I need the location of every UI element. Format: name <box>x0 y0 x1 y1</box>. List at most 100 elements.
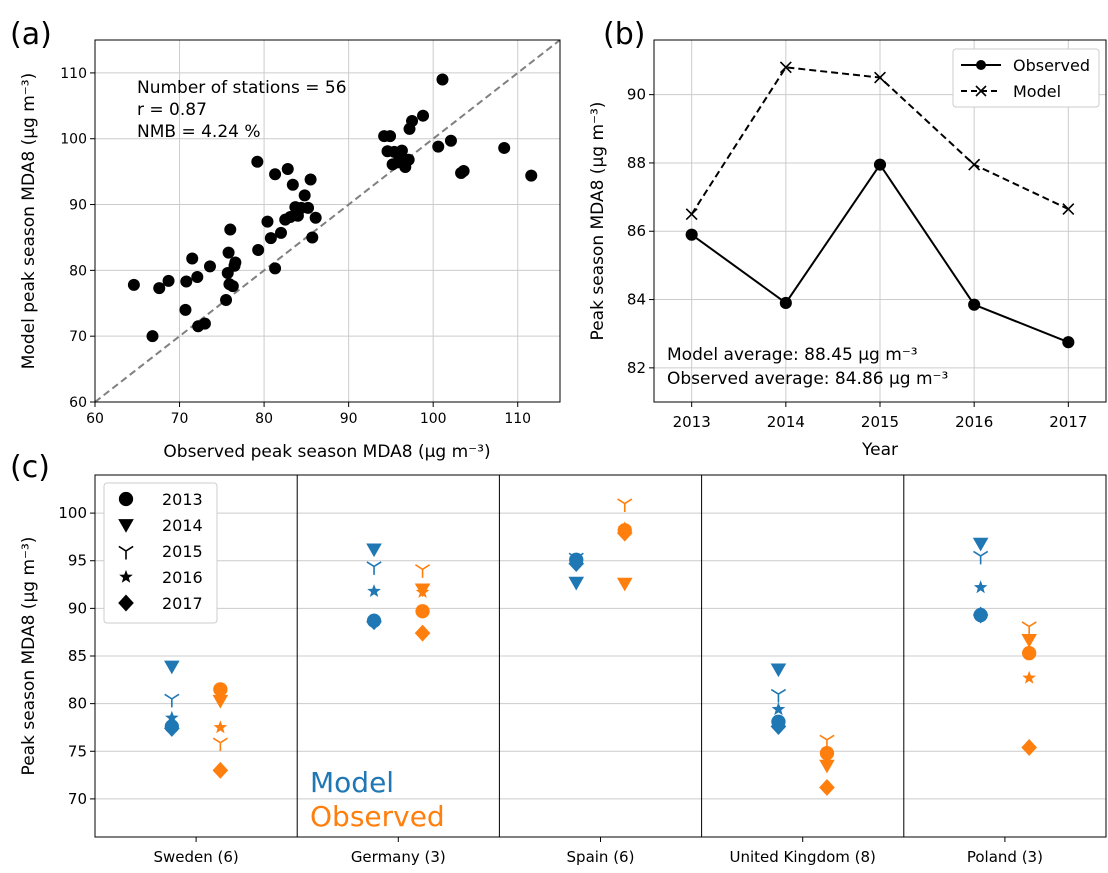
panel-c-separators <box>296 475 905 837</box>
panel-c-legend: 2013 2014 2015 2016 2017 <box>103 482 218 624</box>
panel-a-station-point <box>179 303 192 316</box>
panel-c-model-point <box>568 576 585 591</box>
panel-c-observed-point <box>616 577 633 592</box>
panel-b-y-tick-label: 88 <box>627 154 646 172</box>
panel-a-station-point <box>127 278 140 291</box>
panel-label-b: (b) <box>603 17 645 52</box>
panel-a-station-point <box>191 270 204 283</box>
panel-a-station-point <box>286 178 299 191</box>
panel-a-y-tick-label: 70 <box>69 329 87 345</box>
panel-a-x-label: Observed peak season MDA8 (μg m⁻³) <box>163 442 490 462</box>
panel-c-x-tick-label: Germany (3) <box>351 848 446 866</box>
panel-c-y-tick-label: 85 <box>68 647 87 665</box>
panel-c-observed-point <box>616 524 633 542</box>
panel-a-x-tick-label: 80 <box>255 411 273 427</box>
panel-c-points <box>164 498 1037 796</box>
panel-b-ticks: 2013 2014 2015 2016 2017 82 84 86 88 90 <box>627 86 1088 431</box>
panel-c-frame <box>94 474 1107 838</box>
panel-b-line: 2013 2014 2015 2016 2017 82 84 86 88 90 Observed … <box>588 39 1107 460</box>
panel-a-station-point <box>162 274 175 287</box>
panel-a-annotation-nmb: NMB = 4.24 % <box>137 122 261 142</box>
panel-a-station-point <box>229 256 242 269</box>
panel-b-annotation-model-average: Model average: 88.45 μg m⁻³ <box>667 345 918 365</box>
panel-c-model-point <box>366 543 382 558</box>
panel-a-station-point <box>302 201 315 214</box>
panel-c-model-point <box>973 550 989 565</box>
panel-c-observed-point <box>819 779 835 796</box>
panel-a-station-point <box>281 163 294 176</box>
panel-b-annotation-observed-average: Observed average: 84.86 μg m⁻³ <box>667 369 948 389</box>
panel-b-model-point <box>1062 203 1075 216</box>
panel-a-station-point <box>384 130 397 143</box>
panel-c-model-point <box>165 710 179 724</box>
panel-a-y-tick-label: 90 <box>69 198 87 214</box>
panel-a-station-point <box>146 330 159 343</box>
legend-model-marker <box>975 85 987 97</box>
panel-c-observed-point <box>820 748 834 762</box>
panel-c-model-point <box>568 555 585 573</box>
panel-c-observed-point <box>1022 645 1037 661</box>
panel-c-x-tick-label: United Kingdom (8) <box>729 848 875 866</box>
panel-a-station-point <box>395 144 408 157</box>
panel-c-model-point <box>366 561 382 575</box>
panel-c-x-tick-label: Poland (3) <box>967 848 1043 866</box>
panel-c-y-tick-label: 75 <box>68 742 87 760</box>
panel-a-station-point <box>224 223 237 236</box>
panel-c-observed-point <box>414 624 431 642</box>
panel-c-y-tick-label: 80 <box>68 695 87 713</box>
panel-a-station-point <box>525 169 538 182</box>
panel-c-observed-point <box>1022 670 1036 684</box>
panel-a-station-point <box>309 211 322 224</box>
panel-a-annotation-stations: Number of stations = 56 <box>137 78 347 98</box>
panel-b-model-point <box>874 71 886 84</box>
panel-c-model-point <box>164 719 180 737</box>
panel-b-observed-point <box>873 158 887 171</box>
panel-a-station-point <box>432 140 445 153</box>
panel-a-station-point <box>198 317 211 330</box>
panel-c-observed-point <box>1021 739 1037 756</box>
panel-b-x-tick-label: 2015 <box>861 413 899 431</box>
panel-c-observed-label: Observed <box>310 800 445 833</box>
panel-a-x-tick-label: 110 <box>504 411 531 427</box>
panel-b-observed-point <box>779 296 792 310</box>
panel-label-c: (c) <box>10 450 50 485</box>
panel-b-series <box>685 61 1075 349</box>
panel-b-x-tick-label: 2014 <box>767 413 805 431</box>
panel-b-model-point <box>685 208 698 221</box>
panel-b-x-tick-label: 2016 <box>955 413 993 431</box>
legend-year-label: 2015 <box>162 542 203 561</box>
panel-a-station-point <box>261 215 274 228</box>
legend-year-label: 2016 <box>162 568 203 587</box>
panel-b-grid <box>654 40 1106 402</box>
panel-c-model-point <box>770 688 787 703</box>
panel-a-station-point <box>275 226 287 239</box>
panel-c-y-tick-label: 100 <box>58 504 87 522</box>
panel-c-model-point <box>771 702 786 716</box>
panel-c-model-point <box>973 580 988 594</box>
panel-a-y-tick-label: 60 <box>69 395 87 411</box>
panel-a-station-point <box>306 231 319 244</box>
panel-c-observed-point <box>819 734 835 749</box>
panel-c-y-tick-label: 70 <box>68 790 87 808</box>
panel-a-station-point <box>180 275 193 288</box>
panel-c-observed-point <box>212 737 228 752</box>
legend-year-label: 2017 <box>162 594 203 613</box>
panel-b-y-tick-label: 82 <box>627 359 646 377</box>
panel-a-station-point <box>252 243 265 256</box>
panel-a-station-point <box>203 260 216 273</box>
panel-c-model-point <box>770 718 787 735</box>
panel-c-model-point <box>972 606 989 624</box>
panel-c-model-point <box>367 584 381 598</box>
panel-b-y-label: Peak season MDA8 (μg m⁻³) <box>588 102 608 341</box>
panel-a-x-tick-label: 90 <box>340 411 358 427</box>
panel-a-x-tick-label: 100 <box>420 411 447 427</box>
panel-c-model-label: Model <box>310 766 394 799</box>
panel-b-y-tick-label: 90 <box>627 86 646 104</box>
panel-a-station-point <box>402 153 415 166</box>
panel-b-x-tick-label: 2017 <box>1049 413 1087 431</box>
panel-b-legend: Observed Model <box>952 48 1100 108</box>
panel-b-x-label: Year <box>861 440 898 460</box>
panel-c-model-point <box>366 613 382 631</box>
panel-a-station-point <box>269 168 282 181</box>
panel-b-model-point <box>968 158 981 171</box>
